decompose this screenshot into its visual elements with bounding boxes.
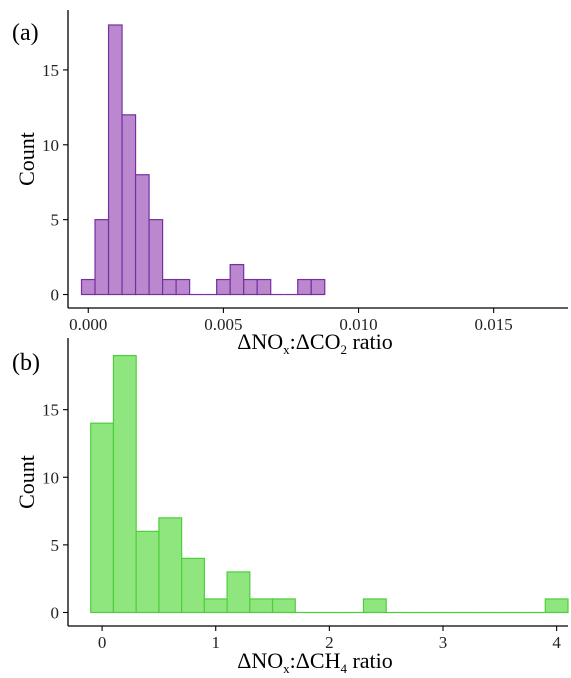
x-tick-label: 2 bbox=[325, 633, 334, 652]
panel-label-b: (b) bbox=[12, 350, 40, 376]
x-tick-label: 4 bbox=[552, 633, 561, 652]
x-axis-label-b: ΔNOx:ΔCH4 ratio bbox=[237, 648, 393, 676]
histogram-bar bbox=[107, 24, 123, 296]
x-tick-label: 0 bbox=[98, 633, 107, 652]
x-tick-label: 3 bbox=[439, 633, 448, 652]
y-axis-label-b: Count bbox=[14, 455, 39, 509]
y-tick-label: 10 bbox=[42, 136, 59, 155]
histogram-bar bbox=[362, 598, 387, 614]
y-tick-label: 0 bbox=[51, 286, 60, 305]
histogram-bar bbox=[203, 598, 228, 614]
histogram-bar bbox=[121, 114, 137, 296]
x-tick-label: 0.005 bbox=[204, 315, 242, 334]
x-tick-label: 0.000 bbox=[69, 315, 107, 334]
y-tick-label: 10 bbox=[42, 468, 59, 487]
x-ticks-b: 0 1 2 3 4 bbox=[98, 626, 561, 652]
histogram-bar bbox=[229, 263, 245, 296]
y-axis-label-a: Count bbox=[14, 132, 39, 186]
histogram-bar bbox=[158, 517, 183, 614]
histogram-panel-a: (a) 0.000 0.005 0.010 0.015 0 5 10 15 Count ΔN… bbox=[12, 10, 568, 357]
histogram-bar bbox=[226, 571, 251, 614]
histogram-bar bbox=[181, 557, 205, 614]
y-ticks-b: 0 5 10 15 bbox=[42, 401, 68, 622]
histogram-bar bbox=[297, 278, 312, 296]
histogram-bars-b bbox=[90, 354, 569, 614]
histogram-bar bbox=[256, 278, 272, 296]
histogram-bar bbox=[80, 278, 96, 296]
y-tick-label: 0 bbox=[51, 603, 60, 622]
y-tick-label: 5 bbox=[51, 211, 60, 230]
y-ticks-a: 0 5 10 15 bbox=[42, 61, 68, 305]
histogram-bar bbox=[310, 278, 326, 296]
histogram-bar bbox=[249, 598, 274, 614]
y-tick-label: 15 bbox=[42, 61, 59, 80]
histogram-bar bbox=[94, 219, 110, 296]
histogram-bar bbox=[243, 278, 258, 296]
x-ticks-a: 0.000 0.005 0.010 0.015 bbox=[69, 308, 513, 334]
histogram-panel-b: (b) 0 1 2 3 4 0 5 10 15 Count ΔNOx:ΔCH4 ratio bbox=[12, 338, 569, 676]
histogram-bars-a bbox=[80, 24, 326, 296]
histogram-bar bbox=[271, 598, 296, 614]
x-tick-label: 0.010 bbox=[339, 315, 377, 334]
histogram-bar bbox=[90, 422, 115, 614]
histogram-bar bbox=[216, 278, 231, 296]
histogram-bar bbox=[134, 174, 150, 296]
histogram-bar bbox=[544, 598, 569, 614]
panel-label-a: (a) bbox=[12, 20, 39, 46]
x-tick-label: 1 bbox=[211, 633, 220, 652]
y-tick-label: 5 bbox=[51, 536, 60, 555]
histogram-bar bbox=[161, 278, 177, 296]
x-axis-label-a: ΔNOx:ΔCO2 ratio bbox=[237, 329, 393, 357]
x-tick-label: 0.015 bbox=[475, 315, 513, 334]
y-tick-label: 15 bbox=[42, 401, 59, 420]
histogram-bar bbox=[175, 278, 191, 296]
histogram-bar bbox=[112, 354, 137, 614]
histogram-bar bbox=[135, 530, 160, 614]
histogram-bar bbox=[148, 219, 164, 296]
